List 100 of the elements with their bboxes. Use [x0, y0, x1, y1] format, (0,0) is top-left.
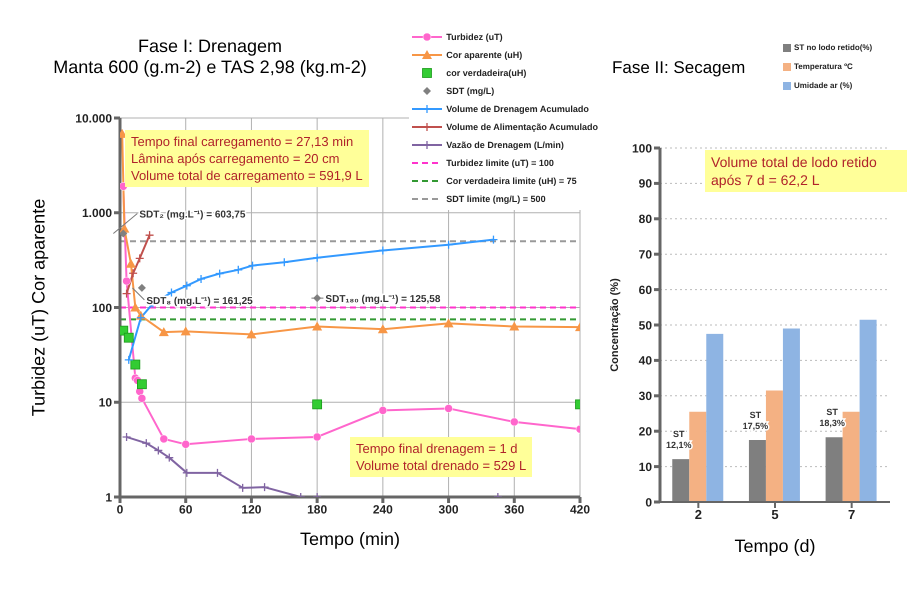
legend-label: SDT (mg/L) — [446, 86, 494, 96]
point — [378, 406, 388, 415]
point — [144, 230, 154, 240]
x-tick-label: 300 — [438, 502, 459, 517]
point — [196, 274, 206, 284]
x-tick-label: 420 — [570, 502, 590, 517]
point — [138, 394, 146, 403]
point — [246, 329, 256, 338]
point — [130, 360, 140, 370]
point — [248, 260, 258, 270]
y-tick-label: 10 — [98, 396, 112, 410]
bar — [782, 328, 800, 502]
point — [444, 404, 453, 413]
point — [160, 434, 168, 444]
chart-title: Fase II: Secagem — [612, 58, 746, 78]
y-tick-label: 90 — [638, 176, 652, 191]
point — [247, 434, 256, 444]
y-tick-label: 10.000 — [75, 111, 112, 126]
x-tick-label: 240 — [372, 502, 394, 517]
point — [130, 302, 140, 312]
y-tick-label: 30 — [638, 389, 652, 404]
y-tick-label: 100 — [92, 300, 112, 315]
y-axis-title: Turbidez (uT) Cor aparente — [28, 198, 48, 416]
legend-label: Turbidez (uT) — [446, 32, 503, 42]
point — [488, 235, 498, 244]
y-tick-label: 1.000 — [82, 206, 112, 220]
y-tick-label: 80 — [638, 212, 652, 226]
point — [180, 326, 191, 336]
y-tick-label: 60 — [638, 282, 652, 297]
point — [124, 332, 134, 343]
annotation: Tempo final carregamento = 27,13 min Lâmina após carregamento = 20 cm Volume total de carregamento = 591,9 L — [125, 130, 369, 187]
point — [136, 313, 146, 322]
chart-title: Fase I: Drenagem — [136, 36, 284, 57]
point — [166, 288, 176, 298]
point — [181, 440, 190, 449]
point — [312, 322, 322, 331]
y-axis-title: Concentração (%) — [608, 278, 621, 372]
legend-label: Volume de Drenagem Acumulado — [446, 104, 589, 114]
point — [120, 230, 128, 238]
x-tick-label: 180 — [307, 502, 328, 517]
bar — [706, 334, 724, 502]
point — [158, 327, 169, 336]
point — [138, 284, 146, 292]
legend-label: Cor verdadeira limite (uH) = 75 — [446, 176, 577, 186]
point — [122, 276, 131, 286]
x-axis-title: Tempo (d) — [734, 536, 816, 556]
point — [164, 453, 174, 462]
x-tick-label: 0 — [116, 502, 124, 517]
y-tick-label: 50 — [638, 318, 652, 332]
y-tick-label: 1 — [105, 490, 112, 504]
point — [124, 355, 134, 365]
point — [444, 240, 454, 250]
x-axis-title: Tempo (min) — [300, 529, 400, 549]
annotation: Volume total de lodo retido após 7 d = 62,2 L — [705, 150, 907, 192]
y-tick-label: 20 — [638, 424, 652, 438]
bar — [826, 437, 843, 502]
x-tick-label: 2 — [694, 507, 702, 522]
point — [215, 268, 224, 278]
point — [142, 438, 151, 448]
annotation: Tempo final drenagem = 1 d Volume total drenado = 529 L — [350, 437, 532, 477]
point — [280, 258, 289, 267]
point — [234, 265, 243, 274]
point — [378, 324, 388, 334]
x-tick-label: 60 — [179, 502, 193, 517]
bar — [748, 440, 766, 502]
point — [444, 318, 454, 328]
legend-label: Umidade ar (%) — [794, 81, 852, 90]
bar — [672, 459, 690, 502]
point — [510, 418, 519, 426]
legend-label: Volume de Alimentação Acumulado — [446, 122, 598, 132]
point — [122, 289, 132, 298]
x-tick-label: 360 — [504, 502, 525, 517]
x-tick-label: 7 — [848, 507, 856, 522]
legend-label: ST no lodo retido(%) — [794, 43, 872, 52]
point — [509, 322, 520, 331]
x-tick-label: 5 — [771, 507, 779, 522]
point — [378, 246, 388, 256]
point — [135, 254, 144, 264]
point — [137, 379, 147, 390]
point — [154, 446, 163, 456]
annotation: SDT₂ (mg.L⁻¹) = 603,75 — [139, 210, 246, 221]
point — [312, 253, 322, 262]
legend-label: Cor aparente (uH) — [446, 50, 522, 60]
legend-label: Vazão de Drenagem (L/min) — [446, 140, 564, 150]
point — [312, 432, 322, 442]
x-tick-label: 120 — [241, 502, 262, 517]
point — [182, 281, 192, 290]
legend-label: Turbidez limite (uT) = 100 — [446, 158, 554, 168]
point — [128, 268, 138, 278]
legend-label: SDT limite (mg/L) = 500 — [446, 194, 546, 204]
y-tick-label: 40 — [638, 354, 652, 368]
chart-subtitle: Manta 600 (g.m-2) e TAS 2,98 (kg.m-2) — [52, 57, 368, 78]
point — [122, 432, 132, 442]
y-tick-label: 70 — [638, 247, 652, 262]
legend-label: Temperatura ºC — [794, 62, 853, 71]
bar — [860, 320, 877, 502]
legend-label: cor verdadeira(uH) — [446, 68, 526, 78]
point — [312, 399, 322, 410]
y-tick-label: 10 — [638, 460, 652, 474]
point — [126, 258, 136, 268]
